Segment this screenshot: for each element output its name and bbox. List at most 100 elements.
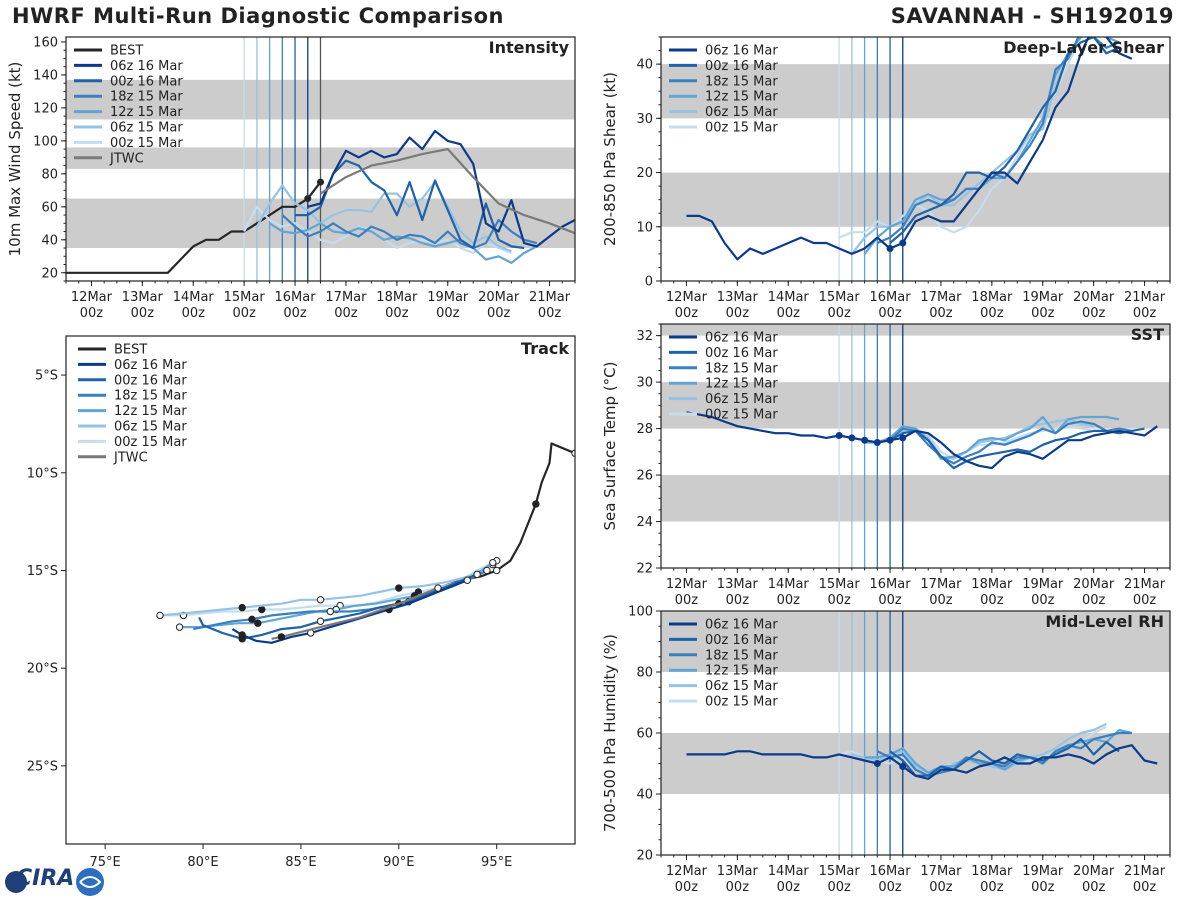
intensity-series-jtwc bbox=[319, 148, 575, 235]
shear-legend-label: 06z 15 Mar bbox=[705, 105, 778, 120]
rh-xtick-label: 16Mar bbox=[870, 864, 912, 879]
sst-marker bbox=[899, 434, 907, 442]
logo-text: CIRA bbox=[16, 866, 75, 891]
track-position-marker bbox=[492, 566, 501, 575]
intensity-xtick-label: 12Mar bbox=[71, 290, 113, 305]
shear-ytick-label: 40 bbox=[636, 58, 653, 73]
track-panel: 75°E 80°E 85°E 90°E 95°E 5°S 10°S 15°S 20°S 25°S T… bbox=[27, 335, 576, 870]
sst-xtick-label: 13Mar bbox=[717, 577, 759, 592]
track-xtick-label: 85°E bbox=[285, 855, 316, 870]
rh-xtick-label: 00z bbox=[1082, 880, 1106, 895]
sst-xtick-label: 00z bbox=[1133, 593, 1157, 608]
track-legend-label: 06z 16 Mar bbox=[114, 358, 187, 373]
track-position-marker bbox=[532, 500, 540, 508]
sst-xtick-label: 19Mar bbox=[1022, 577, 1064, 592]
sst-ytick-label: 28 bbox=[636, 422, 653, 437]
sst-ytick-label: 30 bbox=[636, 376, 653, 391]
intensity-marker bbox=[304, 195, 312, 203]
track-ytick-label: 25°S bbox=[27, 759, 58, 774]
track-legend-label: JTWC bbox=[113, 450, 148, 465]
intensity-xtick-label: 00z bbox=[538, 306, 562, 321]
storm-name: SAVANNAH - SH192019 bbox=[890, 4, 1174, 28]
shear-marker bbox=[886, 244, 894, 252]
sst-legend-label: 00z 16 Mar bbox=[705, 346, 778, 361]
rh-marker bbox=[873, 760, 881, 767]
rh-xtick-label: 19Mar bbox=[1022, 864, 1064, 879]
sst-xtick-label: 00z bbox=[777, 593, 801, 608]
sst-xtick-label: 00z bbox=[675, 593, 699, 608]
sst-marker bbox=[835, 432, 843, 440]
rh-xtick-label: 20Mar bbox=[1073, 864, 1115, 879]
sst-xtick-label: 00z bbox=[929, 593, 953, 608]
intensity-xtick-label: 16Mar bbox=[275, 290, 317, 305]
rh-xtick-label: 17Mar bbox=[920, 864, 962, 879]
intensity-series-06z-16-mar bbox=[307, 129, 575, 248]
shear-xtick-label: 00z bbox=[929, 306, 953, 321]
intensity-xtick-label: 00z bbox=[232, 306, 256, 321]
shear-xtick-label: 00z bbox=[980, 306, 1004, 321]
track-xtick-label: 90°E bbox=[383, 855, 414, 870]
cira-logo-mark bbox=[5, 868, 104, 896]
track-position-marker bbox=[254, 619, 262, 627]
sst-ytick-label: 26 bbox=[636, 469, 653, 484]
track-ytick-label: 15°S bbox=[27, 564, 58, 579]
shear-xtick-label: 20Mar bbox=[1073, 290, 1115, 305]
sst-xtick-label: 00z bbox=[1082, 593, 1106, 608]
rh-series-18z-15-mar bbox=[876, 731, 1132, 777]
track-legend-label: 00z 16 Mar bbox=[114, 373, 187, 388]
shear-ytick-label: 20 bbox=[636, 166, 653, 181]
shear-xtick-label: 21Mar bbox=[1124, 290, 1166, 305]
shear-series-group bbox=[686, 37, 1133, 261]
intensity-legend-label: 00z 15 Mar bbox=[110, 136, 183, 151]
rh-panel-title: Mid-Level RH bbox=[1045, 612, 1164, 631]
sst-marker bbox=[848, 434, 856, 442]
track-position-marker bbox=[175, 623, 184, 631]
sst-series-group bbox=[686, 411, 1158, 470]
intensity-series-06z-15-mar bbox=[255, 181, 512, 253]
intensity-xtick-label: 20Mar bbox=[478, 290, 520, 305]
track-position-marker bbox=[258, 605, 266, 614]
sst-panel-title: SST bbox=[1131, 325, 1164, 344]
shear-xtick-label: 12Mar bbox=[666, 290, 708, 305]
sst-xtick-label: 20Mar bbox=[1073, 577, 1115, 592]
track-legend-label: 06z 15 Mar bbox=[114, 420, 187, 435]
rh-legend-label: 00z 15 Mar bbox=[705, 695, 778, 710]
sst-series-12z-15-mar bbox=[864, 415, 1120, 460]
shear-marker bbox=[899, 239, 907, 247]
shear-xtick-label: 17Mar bbox=[920, 290, 962, 305]
track-position-marker bbox=[395, 584, 403, 592]
sst-xtick-label: 00z bbox=[980, 593, 1004, 608]
intensity-xtick-label: 13Mar bbox=[122, 290, 164, 305]
rh-panel: 2040608010012Mar00z13Mar00z14Mar00z15Mar… bbox=[601, 605, 1171, 895]
rh-xtick-label: 13Mar bbox=[717, 864, 759, 879]
sst-series-00z-16-mar bbox=[889, 427, 1145, 470]
shear-band bbox=[661, 64, 1170, 119]
rh-series-00z-16-mar bbox=[889, 737, 1120, 777]
track-legend-label: BEST bbox=[114, 343, 147, 358]
shear-legend-label: 12z 15 Mar bbox=[705, 90, 778, 105]
intensity-ytick-label: 80 bbox=[41, 167, 58, 182]
sst-xtick-label: 00z bbox=[726, 593, 750, 608]
intensity-legend-label: 06z 16 Mar bbox=[110, 59, 183, 74]
shear-xtick-label: 00z bbox=[1031, 306, 1055, 321]
intensity-legend-label: 00z 16 Mar bbox=[110, 74, 183, 89]
rh-xtick-label: 15Mar bbox=[819, 864, 861, 879]
rh-xtick-label: 00z bbox=[980, 880, 1004, 895]
sst-ytick-label: 24 bbox=[636, 515, 653, 530]
track-position-marker bbox=[463, 576, 472, 584]
intensity-xtick-label: 00z bbox=[334, 306, 358, 321]
rh-xtick-label: 12Mar bbox=[666, 864, 708, 879]
sst-band bbox=[661, 324, 1170, 336]
intensity-xtick-label: 14Mar bbox=[173, 290, 215, 305]
sst-ytick-label: 22 bbox=[636, 562, 653, 577]
sst-marker bbox=[861, 436, 869, 444]
rh-marker bbox=[899, 763, 907, 771]
shear-legend-label: 00z 16 Mar bbox=[705, 59, 778, 74]
rh-xtick-label: 21Mar bbox=[1124, 864, 1166, 879]
sst-legend-label: 00z 15 Mar bbox=[705, 408, 778, 423]
rh-xtick-label: 00z bbox=[777, 880, 801, 895]
track-series-06z-16-mar bbox=[231, 579, 468, 644]
sst-ylabel: Sea Surface Temp (°C) bbox=[601, 361, 619, 530]
